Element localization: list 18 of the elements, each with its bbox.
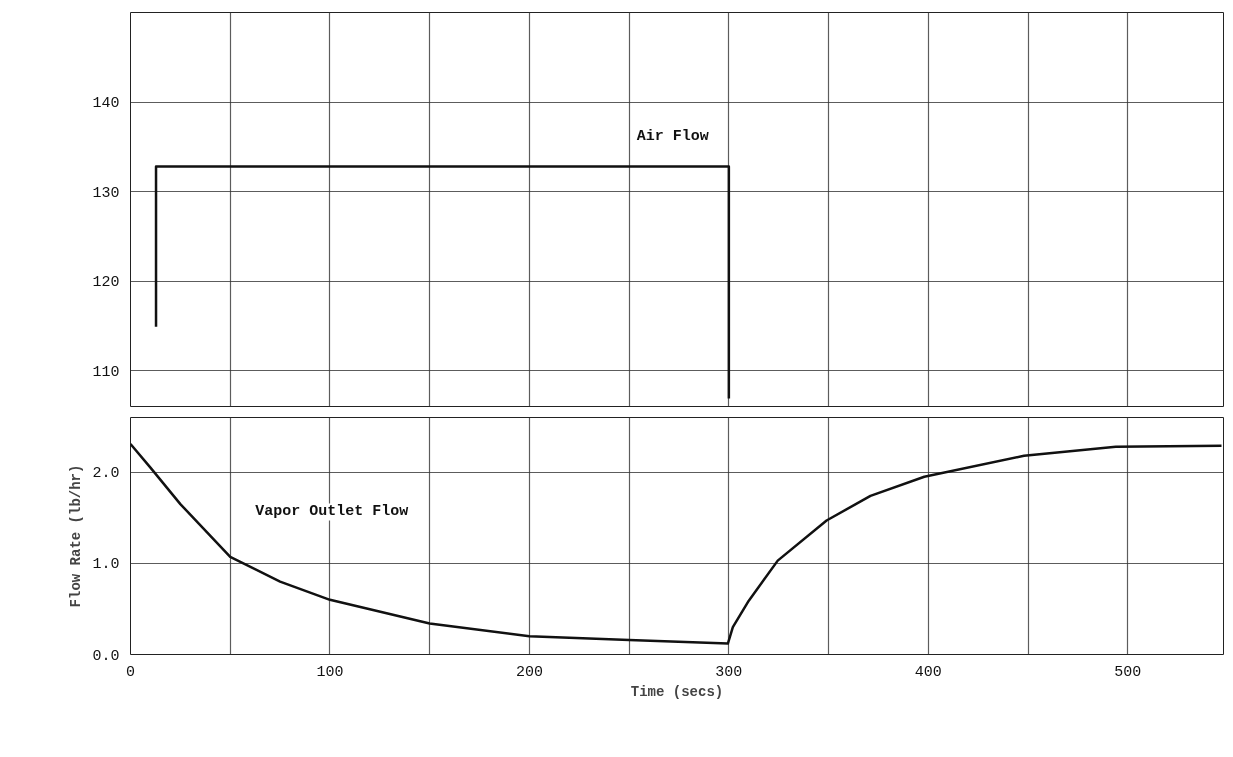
y-tick-label: 140 xyxy=(92,95,120,113)
y-tick-label: 120 xyxy=(92,274,120,292)
y-tick-label: 0.0 xyxy=(92,647,120,665)
x-tick-label: 0 xyxy=(126,663,136,681)
text: Vapor Outlet Flow xyxy=(255,503,409,521)
line-series xyxy=(130,442,1223,645)
x-tick-label: 300 xyxy=(715,663,743,681)
x-tick-label: 100 xyxy=(316,663,344,681)
x-axis-title: Time (secs) xyxy=(630,683,724,700)
y-tick-label: 1.0 xyxy=(92,556,120,574)
y-tick-label: 110 xyxy=(92,363,120,381)
x-tick-label: 400 xyxy=(914,663,942,681)
x-tick-label: 500 xyxy=(1114,663,1142,681)
series-label: Air Flow xyxy=(636,128,709,146)
y-axis-title: Flow Rate (lb/hr) xyxy=(68,464,85,608)
x-tick-label: 200 xyxy=(515,663,543,681)
y-tick-label: 130 xyxy=(92,184,120,202)
y-tick-label: 2.0 xyxy=(92,465,120,483)
